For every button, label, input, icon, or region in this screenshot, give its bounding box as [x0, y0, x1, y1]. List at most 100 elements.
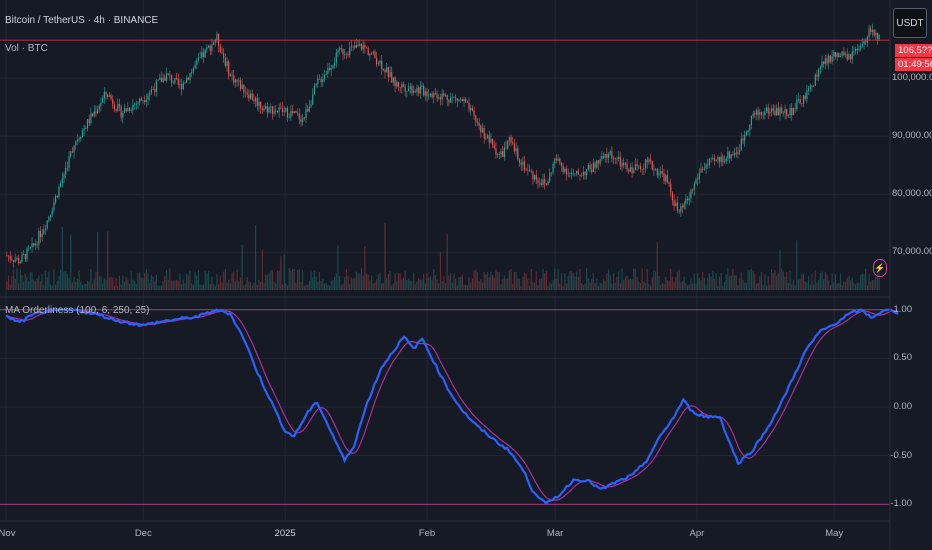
candle-body	[550, 172, 552, 174]
volume-bar	[174, 280, 176, 290]
volume-bar	[461, 274, 463, 290]
candle-body	[626, 163, 628, 170]
candle-body	[399, 86, 401, 88]
volume-bar	[708, 273, 710, 290]
candle-body	[765, 107, 768, 112]
volume-bar	[523, 272, 526, 290]
candle-body	[419, 86, 421, 94]
candle-body	[125, 108, 127, 112]
volume-bar	[419, 279, 421, 290]
candle-body	[813, 85, 815, 87]
volume-bar	[483, 272, 485, 290]
volume-bar	[359, 274, 361, 290]
candle-body	[591, 169, 593, 173]
candle-body	[871, 30, 874, 33]
volume-bar	[276, 270, 279, 290]
volume-bar	[488, 277, 490, 290]
candle-body	[695, 179, 697, 184]
volume-bar	[21, 275, 23, 290]
indicator-legend[interactable]: MA Orderliness (100, 6, 250, 25)	[5, 305, 150, 316]
volume-bar	[688, 284, 690, 290]
candle-body	[95, 111, 97, 114]
candle-body	[515, 148, 517, 152]
lightning-icon[interactable]: ⚡	[873, 259, 887, 277]
candle-body	[532, 171, 534, 180]
volume-bar	[466, 284, 468, 290]
candle-body	[147, 95, 149, 100]
volume-bar	[98, 275, 100, 290]
volume-bar	[799, 278, 801, 290]
candle-body	[157, 79, 159, 81]
volume-bar	[189, 270, 191, 290]
volume-bar	[675, 277, 677, 290]
volume-legend[interactable]: Vol · BTC	[5, 43, 48, 54]
candle-body	[809, 85, 811, 89]
candle-body	[604, 153, 606, 158]
candle-body	[307, 108, 309, 112]
candle-body	[142, 100, 144, 102]
candle-body	[234, 79, 237, 83]
volume-bar	[152, 276, 154, 290]
candle-body	[737, 151, 739, 154]
candle-body	[794, 108, 796, 110]
volume-bar	[681, 281, 684, 290]
volume-bar	[243, 285, 245, 290]
candle-body	[824, 58, 826, 64]
candle-body	[730, 154, 732, 159]
candle-body	[211, 44, 213, 52]
time-tick-label: Dec	[134, 528, 152, 539]
candle-body	[382, 68, 384, 70]
volume-bar	[651, 277, 653, 290]
symbol-title[interactable]: Bitcoin / TetherUS · 4h · BINANCE	[5, 15, 159, 26]
candle-body	[614, 158, 616, 160]
candle-body	[804, 95, 806, 100]
volume-bar	[463, 284, 465, 290]
volume-bar	[342, 283, 344, 290]
candle-body	[118, 104, 121, 107]
volume-bar	[493, 277, 495, 290]
volume-bar	[673, 282, 675, 290]
candle-body	[523, 161, 526, 170]
volume-bar	[636, 277, 638, 290]
volume-bar	[249, 281, 252, 290]
volume-bar	[14, 278, 16, 290]
volume-bar	[868, 273, 870, 290]
volume-bar	[834, 274, 837, 290]
volume-bar	[330, 280, 332, 290]
volume-bar	[113, 285, 115, 290]
candle-body	[14, 259, 16, 262]
candle-body	[100, 102, 102, 107]
candle-body	[490, 138, 492, 143]
candle-body	[797, 98, 800, 100]
candle-body	[275, 110, 277, 112]
candle-body	[848, 54, 850, 60]
volume-bar	[334, 276, 336, 290]
candle-body	[443, 93, 445, 96]
candle-body	[570, 173, 573, 175]
volume-bar	[434, 275, 437, 290]
volume-bar	[444, 283, 447, 290]
currency-button[interactable]: USDT	[893, 8, 927, 38]
candle-body	[655, 168, 657, 170]
candle-body	[127, 107, 129, 112]
volume-bar	[253, 282, 255, 290]
candle-body	[702, 168, 704, 170]
volume-bar	[829, 285, 832, 290]
volume-bar	[537, 285, 539, 290]
candle-body	[233, 75, 235, 83]
volume-bar	[283, 254, 285, 290]
volume-bar	[735, 275, 737, 290]
volume-bar	[370, 275, 373, 290]
candle-body	[547, 181, 549, 185]
candle-body	[347, 54, 349, 56]
volume-bar	[349, 284, 351, 290]
volume-bar	[315, 276, 317, 290]
price-tick-label: 100,000.00	[892, 72, 932, 84]
volume-bar	[671, 276, 674, 290]
candle-body	[305, 108, 307, 118]
candle-body	[229, 74, 231, 76]
volume-bar	[328, 285, 331, 290]
volume-bar	[564, 273, 566, 290]
candle-body	[391, 71, 393, 83]
